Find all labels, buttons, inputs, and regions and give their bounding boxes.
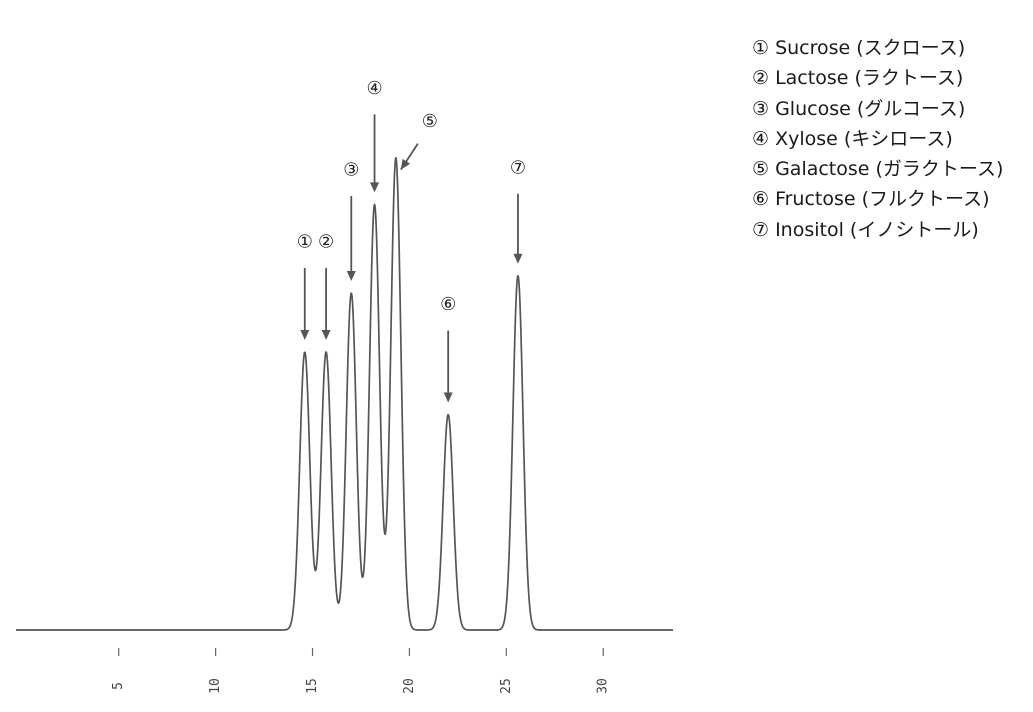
- peak-marker-label: ⑤: [422, 111, 438, 132]
- peak-arrowhead: [401, 159, 410, 170]
- legend-item: ③ Glucose (グルコース): [752, 94, 1003, 124]
- peak-arrowhead: [444, 393, 453, 403]
- peak-marker-label: ⑦: [510, 157, 526, 178]
- peak-arrowhead: [300, 330, 309, 340]
- legend-item: ⑤ Galactose (ガラクトース): [752, 154, 1003, 184]
- x-tick-label: 5: [111, 682, 126, 690]
- x-tick-label: 25: [499, 678, 514, 694]
- x-axis: 5 10 15 20 25 30: [111, 648, 611, 694]
- legend-item: ① Sucrose (スクロース): [752, 33, 1003, 63]
- chromatogram-trace: [16, 158, 673, 630]
- peak-marker-label: ③: [343, 159, 359, 180]
- legend-item: ② Lactose (ラクトース): [752, 63, 1003, 93]
- peak-arrowhead: [513, 254, 522, 264]
- x-tick-label: 30: [596, 678, 611, 694]
- legend-item: ④ Xylose (キシロース): [752, 124, 1003, 154]
- peak-arrowhead: [347, 271, 356, 281]
- legend-item: ⑦ Inositol (イノシトール): [752, 215, 1003, 245]
- peak-marker-label: ②: [318, 232, 334, 253]
- legend: ① Sucrose (スクロース) ② Lactose (ラクトース) ③ Gl…: [752, 33, 1003, 245]
- legend-item: ⑥ Fructose (フルクトース): [752, 184, 1003, 214]
- peak-marker-label: ①: [297, 232, 313, 253]
- x-tick-label: 20: [402, 678, 417, 694]
- peak-marker-label: ④: [366, 78, 382, 99]
- x-tick-label: 15: [305, 678, 320, 694]
- peak-arrowhead: [322, 330, 331, 340]
- peak-arrowhead: [370, 182, 379, 192]
- x-tick-label: 10: [208, 678, 223, 694]
- peak-annotations: ① ② ③ ④ ⑤ ⑥ ⑦: [297, 78, 526, 403]
- peak-marker-label: ⑥: [440, 294, 456, 315]
